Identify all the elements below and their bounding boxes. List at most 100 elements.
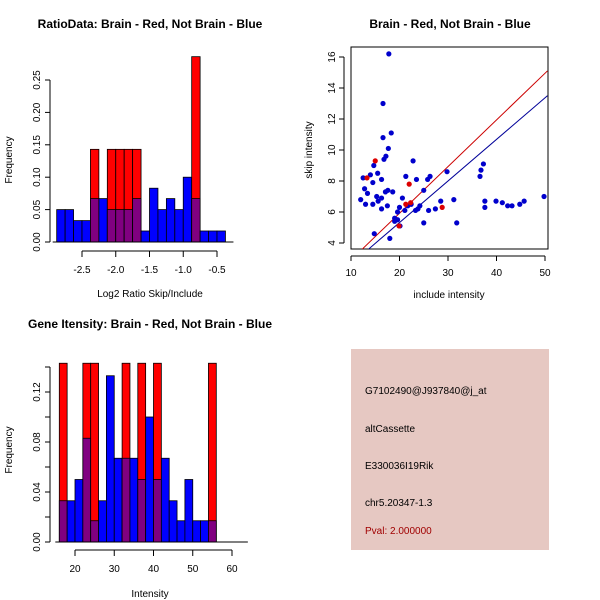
- bar-not-brain: [199, 230, 209, 243]
- x-tick-label: -1.5: [141, 265, 159, 276]
- point-brain: [408, 200, 414, 206]
- bar-not-brain: [74, 479, 84, 543]
- bar-overlap: [115, 209, 125, 243]
- point-brain: [403, 201, 409, 207]
- point-not-brain: [505, 203, 511, 209]
- info-panel: G7102490@J937840@j_at altCassette E33003…: [351, 349, 549, 550]
- location: chr5.20347-1.3: [365, 498, 433, 509]
- bar-not-brain: [129, 457, 139, 543]
- y-tick-label: 14: [327, 82, 338, 94]
- point-not-brain: [362, 201, 369, 207]
- y-tick-label: 0.25: [32, 70, 43, 90]
- point-not-brain: [358, 197, 364, 203]
- point-not-brain: [371, 231, 377, 237]
- chart-title: Brain - Red, Not Brain - Blue: [369, 17, 531, 31]
- point-not-brain: [521, 198, 527, 204]
- point-not-brain: [451, 197, 457, 203]
- point-not-brain: [426, 207, 432, 214]
- y-tick-label: 10: [327, 144, 338, 156]
- bar-overlap: [106, 209, 117, 243]
- point-not-brain: [394, 209, 401, 215]
- y-tick-label: 12: [327, 113, 338, 125]
- bar-overlap: [191, 198, 201, 243]
- y-axis-label: Frequency: [4, 426, 15, 473]
- bar-not-brain: [66, 500, 76, 543]
- y-tick-label: 0.04: [32, 482, 43, 502]
- point-not-brain: [383, 153, 389, 159]
- bar-not-brain: [98, 198, 108, 243]
- point-brain: [364, 175, 370, 181]
- x-tick-label: 50: [187, 564, 199, 575]
- bar-not-brain: [182, 176, 193, 243]
- point-not-brain: [509, 203, 515, 209]
- bar-not-brain: [98, 500, 107, 543]
- point-not-brain: [374, 193, 380, 200]
- point-not-brain: [375, 170, 381, 176]
- point-not-brain: [480, 161, 487, 167]
- point-not-brain: [390, 189, 396, 195]
- point-not-brain: [364, 190, 371, 196]
- point-not-brain: [499, 200, 505, 206]
- bar-not-brain: [184, 479, 194, 543]
- bar-brain: [208, 362, 217, 543]
- bar-overlap: [90, 198, 100, 243]
- x-tick-label: -1.0: [175, 265, 193, 276]
- bar-not-brain: [73, 220, 83, 243]
- x-tick-label: 30: [442, 268, 454, 279]
- point-brain: [439, 204, 445, 210]
- point-not-brain: [402, 207, 408, 214]
- bar-overlap: [58, 500, 68, 543]
- y-tick-label: 0.20: [32, 102, 43, 122]
- x-tick-label: 10: [345, 268, 357, 279]
- y-tick-label: 0.05: [32, 199, 43, 219]
- point-not-brain: [384, 203, 390, 209]
- x-tick-label: 50: [539, 268, 551, 279]
- bar-overlap: [153, 479, 162, 543]
- chart-title: Gene Itensity: Brain - Red, Not Brain - …: [28, 317, 272, 331]
- bar-brain: [90, 362, 99, 543]
- point-not-brain: [380, 135, 386, 141]
- point-not-brain: [387, 235, 393, 241]
- point-not-brain: [388, 130, 394, 136]
- x-tick-label: 40: [491, 268, 503, 279]
- bar-overlap: [132, 198, 142, 243]
- bar-not-brain: [160, 457, 170, 543]
- y-axis-label: Frequency: [4, 136, 15, 183]
- fit-line: [368, 95, 548, 249]
- bar-not-brain: [192, 520, 201, 543]
- x-tick-label: 20: [394, 268, 406, 279]
- point-not-brain: [421, 187, 427, 193]
- point-not-brain: [410, 158, 416, 164]
- y-axis-label: skip intensity: [304, 121, 315, 178]
- y-tick-label: 16: [327, 51, 338, 63]
- bar-not-brain: [208, 230, 218, 243]
- bar-not-brain: [81, 220, 91, 243]
- point-not-brain: [413, 176, 420, 183]
- y-tick-label: 0.00: [32, 232, 43, 252]
- x-axis-label: include intensity: [413, 290, 484, 301]
- y-tick-label: 8: [327, 178, 338, 184]
- point-not-brain: [417, 203, 423, 209]
- point-not-brain: [378, 176, 385, 183]
- bar-not-brain: [145, 416, 154, 543]
- y-tick-label: 6: [327, 209, 338, 215]
- x-tick-label: -2.0: [107, 265, 125, 276]
- point-not-brain: [396, 204, 403, 210]
- point-not-brain: [375, 198, 381, 204]
- point-not-brain: [360, 175, 366, 181]
- point-not-brain: [367, 172, 373, 178]
- point-not-brain: [421, 220, 427, 226]
- x-tick-label: -2.5: [73, 265, 91, 276]
- bar-not-brain: [168, 500, 178, 543]
- x-tick-label: 60: [226, 564, 238, 575]
- bar-overlap: [82, 437, 92, 543]
- bar-not-brain: [200, 520, 209, 543]
- bar-overlap: [137, 479, 147, 543]
- point-not-brain: [427, 173, 433, 179]
- bar-not-brain: [149, 187, 159, 243]
- point-brain: [372, 158, 378, 164]
- bar-overlap: [121, 457, 131, 543]
- point-not-brain: [394, 217, 401, 223]
- bar-not-brain: [113, 457, 123, 543]
